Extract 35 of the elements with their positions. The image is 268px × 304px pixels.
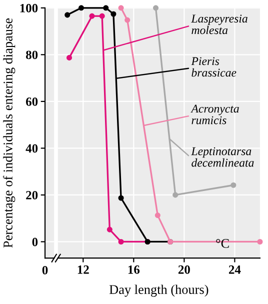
x-tick-label: 12: [78, 265, 89, 274]
point: [152, 5, 159, 11]
x-axis-title: Day length (hours): [109, 284, 208, 297]
text: Pieris brassicae: [191, 57, 236, 77]
point: [172, 192, 178, 198]
x-tick-label: 20: [178, 265, 190, 274]
y-tick-label: 80: [26, 50, 38, 60]
point: [124, 17, 130, 23]
point: [230, 182, 236, 188]
y-tick-label: 40: [26, 144, 38, 153]
y-tick-label: 100: [20, 4, 38, 12]
point: [99, 13, 105, 19]
point: [106, 226, 112, 232]
point: [118, 5, 124, 11]
legend-label: Acronycta rumicis: [190, 104, 239, 124]
point: [118, 195, 124, 201]
x-tick-label: 16: [128, 265, 140, 274]
point: [78, 5, 84, 11]
y-tick-label: 0: [32, 238, 38, 246]
point: [89, 13, 95, 19]
text: 0: [42, 266, 48, 274]
point: [257, 238, 263, 245]
point: [66, 54, 72, 60]
y-axis-title: Percentage of individuals entering diapause: [3, 18, 16, 248]
point: [154, 212, 160, 218]
legend-label: Leptinotarsa decemlineata: [191, 147, 254, 167]
y-tick-label: 20: [26, 190, 38, 200]
y-tick-label: 60: [26, 97, 38, 106]
point: [64, 12, 70, 18]
annotation: °C: [216, 239, 229, 248]
point: [103, 5, 109, 11]
point: [110, 11, 116, 17]
point: [118, 238, 124, 245]
x-tick-label: 24: [228, 265, 241, 274]
text: Laspeyresia molesta: [191, 14, 248, 34]
